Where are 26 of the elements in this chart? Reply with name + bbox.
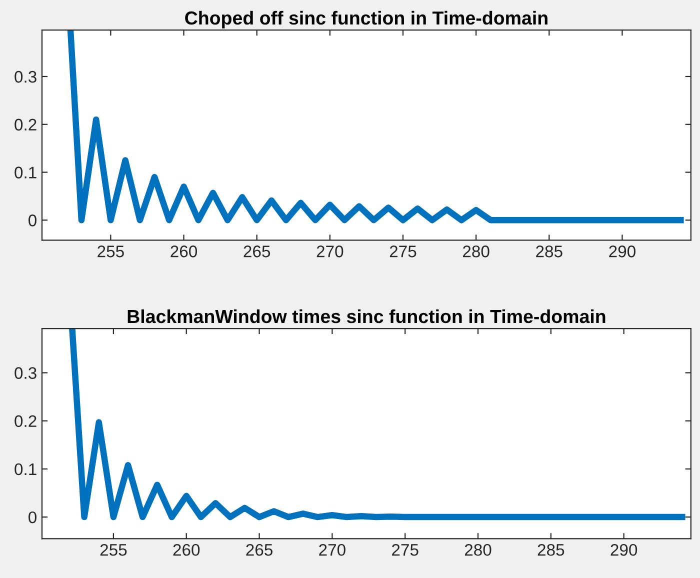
x-tick-label: 290 — [610, 544, 638, 556]
x-tick-label: 255 — [100, 544, 127, 556]
x-tick-label: 275 — [392, 544, 418, 556]
x-tick-label: 270 — [319, 544, 346, 556]
x-tick-label: 255 — [98, 246, 124, 258]
chart-title: Choped off sinc function in Time-domain — [185, 10, 548, 28]
x-tick-label: 270 — [316, 246, 344, 258]
x-tick-label: 285 — [536, 246, 562, 258]
x-tick-label: 280 — [464, 544, 492, 556]
y-tick-label: 0.3 — [14, 367, 36, 379]
y-tick-label: 0.3 — [14, 70, 36, 83]
y-tick-label: 0.2 — [14, 118, 36, 131]
chart-title: BlackmanWindow times sinc function in Time-domain — [128, 309, 606, 324]
x-tick-label: 285 — [538, 544, 564, 556]
x-tick-label: 265 — [246, 544, 272, 556]
y-tick-label: 0.1 — [14, 463, 36, 476]
x-tick-label: 275 — [390, 246, 416, 258]
y-tick-label: 0 — [28, 511, 36, 524]
y-tick-label: 0.2 — [14, 415, 36, 428]
x-tick-label: 290 — [609, 246, 636, 258]
x-tick-label: 265 — [244, 246, 270, 258]
y-tick-label: 0.1 — [14, 166, 36, 178]
y-tick-label: 0 — [28, 214, 36, 226]
x-tick-label: 280 — [463, 246, 490, 258]
x-tick-label: 260 — [173, 544, 200, 556]
x-tick-label: 260 — [170, 246, 198, 258]
